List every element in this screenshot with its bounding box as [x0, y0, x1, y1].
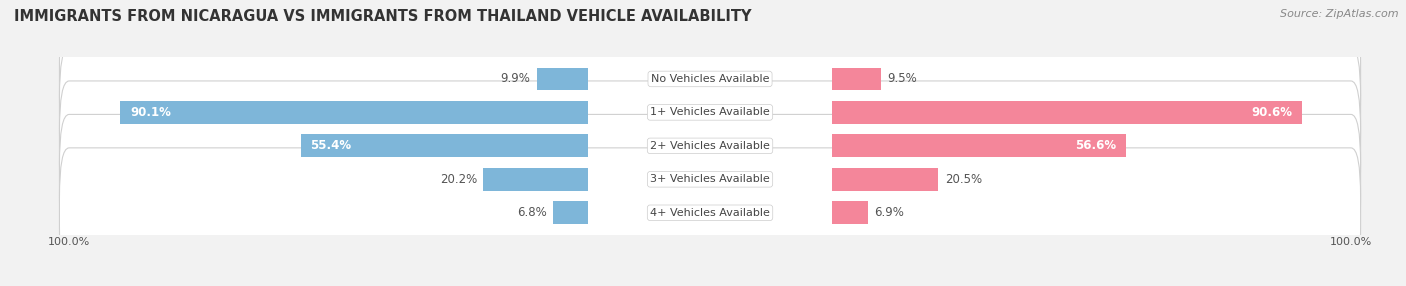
Text: 6.8%: 6.8%: [517, 206, 547, 219]
Text: IMMIGRANTS FROM NICARAGUA VS IMMIGRANTS FROM THAILAND VEHICLE AVAILABILITY: IMMIGRANTS FROM NICARAGUA VS IMMIGRANTS …: [14, 9, 752, 23]
Text: 2+ Vehicles Available: 2+ Vehicles Available: [650, 141, 770, 151]
Text: 90.6%: 90.6%: [1251, 106, 1292, 119]
Text: 55.4%: 55.4%: [311, 139, 352, 152]
Bar: [832, 101, 1302, 124]
Bar: [484, 168, 588, 191]
Text: No Vehicles Available: No Vehicles Available: [651, 74, 769, 84]
Text: 9.9%: 9.9%: [501, 72, 530, 86]
Bar: [553, 201, 588, 224]
Bar: [301, 134, 588, 157]
Text: 20.5%: 20.5%: [945, 173, 981, 186]
Bar: [537, 67, 588, 90]
Bar: [832, 67, 882, 90]
Text: 56.6%: 56.6%: [1076, 139, 1116, 152]
FancyBboxPatch shape: [59, 14, 1361, 144]
Text: 20.2%: 20.2%: [440, 173, 477, 186]
Text: 90.1%: 90.1%: [131, 106, 172, 119]
Text: 3+ Vehicles Available: 3+ Vehicles Available: [650, 174, 770, 184]
Bar: [121, 101, 588, 124]
Text: 1+ Vehicles Available: 1+ Vehicles Available: [650, 108, 770, 118]
Bar: [832, 168, 938, 191]
FancyBboxPatch shape: [59, 114, 1361, 244]
FancyBboxPatch shape: [59, 81, 1361, 211]
Text: Source: ZipAtlas.com: Source: ZipAtlas.com: [1281, 9, 1399, 19]
Bar: [832, 201, 868, 224]
Text: 6.9%: 6.9%: [875, 206, 904, 219]
FancyBboxPatch shape: [59, 148, 1361, 278]
Text: 9.5%: 9.5%: [887, 72, 917, 86]
Bar: [832, 134, 1126, 157]
FancyBboxPatch shape: [59, 47, 1361, 177]
Text: 4+ Vehicles Available: 4+ Vehicles Available: [650, 208, 770, 218]
